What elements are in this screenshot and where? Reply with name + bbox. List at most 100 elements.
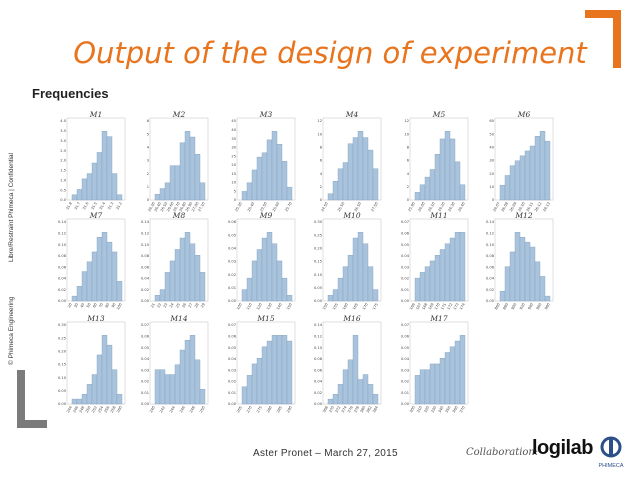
m3-bar <box>266 139 273 201</box>
m6-bar <box>544 140 551 201</box>
m17-x-tick: 370 <box>459 405 466 414</box>
m7-bar <box>76 286 83 302</box>
m8-x-tick: 22 <box>156 303 162 309</box>
m8-y-tick: 0.08 <box>141 254 150 258</box>
m5-y-tick: 6 <box>407 159 410 163</box>
m1-bar <box>106 136 113 201</box>
m2-x-tick: 26.70 <box>172 201 181 213</box>
m11-bar <box>449 237 456 302</box>
m11-y-tick: 0.00 <box>401 299 410 303</box>
m16-y-tick: 0.10 <box>314 346 323 350</box>
m10-bar <box>327 295 334 302</box>
m11-x-tick: 170 <box>434 302 441 311</box>
m4-y-tick: 6 <box>320 159 323 163</box>
m16-bar <box>332 393 339 405</box>
m5-x-tick: 26.20 <box>437 201 446 213</box>
m12-x-tick: 860 <box>494 302 501 311</box>
m1-x-tick: 31.6 <box>82 201 90 211</box>
m2-x-tick: 26.90 <box>185 201 194 213</box>
m12-bar <box>514 232 521 302</box>
m8-bar <box>169 260 176 302</box>
m15-bar <box>246 375 253 405</box>
m9-bar <box>246 277 253 302</box>
m10-x-tick: 155 <box>332 303 339 311</box>
m12-bar <box>534 261 541 302</box>
m11-x-tick: 169 <box>428 302 435 311</box>
m7-x-tick: 60 <box>92 302 98 309</box>
m5-y-tick: 10 <box>404 132 409 136</box>
m16-x-tick: 376 <box>347 405 354 414</box>
m1-x-tick: 31.2 <box>115 202 122 211</box>
m11-bar <box>419 272 426 302</box>
m7-y-tick: 0.10 <box>58 243 67 247</box>
m4-y-tick: 12 <box>317 119 322 123</box>
m9-bar <box>286 295 293 302</box>
m11-y-tick: 0.03 <box>401 265 409 269</box>
m2-x-tick: 26.40 <box>154 201 163 213</box>
m14-y-tick: 0.07 <box>141 323 149 327</box>
m3-y-tick: 20 <box>231 163 236 167</box>
m15-y-tick: 0.04 <box>228 357 237 361</box>
m16-label: M16 <box>342 314 360 323</box>
m9-x-tick: 100 <box>236 302 243 311</box>
m17-x-tick: 310 <box>416 405 423 414</box>
m9-x-tick: 130 <box>266 302 273 311</box>
m4-bar <box>357 131 364 201</box>
m12-bar <box>539 276 546 302</box>
m10-bar <box>347 255 354 302</box>
m10-x-tick: 165 <box>352 303 359 311</box>
m5-x-tick: 26.00 <box>417 201 426 213</box>
m12-x-tick: 940 <box>527 302 534 311</box>
m2-y-tick: 2 <box>147 172 149 176</box>
m16-y-tick: 0.14 <box>314 323 323 327</box>
m17-bar <box>419 369 426 405</box>
m11-x-tick: 172 <box>446 303 453 311</box>
m6-x-tick: 26.10 <box>517 201 526 213</box>
m1-bar <box>76 189 83 201</box>
m4-x-tick: 25.50 <box>337 201 346 213</box>
m11-x-tick: 171 <box>440 303 447 311</box>
m2-y-tick: 5 <box>147 132 149 136</box>
m5-y-tick: 8 <box>407 146 410 150</box>
m11-y-tick: 0.06 <box>401 231 410 235</box>
m11-bar <box>454 232 461 302</box>
m4-bar <box>362 137 369 201</box>
m4-x-tick: 27.50 <box>370 201 379 213</box>
m2-y-tick: 1 <box>147 185 149 189</box>
m6-bar <box>509 165 516 201</box>
m13-bar <box>86 384 93 405</box>
m15-bar <box>256 358 263 405</box>
m4-bar <box>347 143 354 201</box>
m16-y-tick: 0.08 <box>314 357 323 361</box>
m3-y-tick: 35 <box>231 137 236 141</box>
m3-y-tick: 0 <box>234 198 237 202</box>
m5-bar <box>429 169 436 201</box>
m15-bar <box>251 363 258 405</box>
m5-bar <box>414 192 421 201</box>
m4-bar <box>342 162 349 201</box>
m17-bar <box>459 335 466 405</box>
m7-bar <box>71 295 78 302</box>
m15-y-tick: 0.00 <box>228 402 237 406</box>
m1-bar <box>101 131 108 201</box>
m15-y-tick: 0.03 <box>228 368 236 372</box>
m1-y-tick: 3.0 <box>60 139 66 143</box>
m11-x-tick: 166 <box>409 302 416 311</box>
m15-bar <box>286 340 293 405</box>
m14-y-tick: 0.04 <box>141 357 150 361</box>
m4-y-tick: 10 <box>317 132 322 136</box>
m14-y-tick: 0.00 <box>141 402 150 406</box>
m9-bar <box>256 249 263 302</box>
m13-x-tick: 246 <box>72 405 79 414</box>
m8-x-tick: 26 <box>181 302 187 309</box>
m7-x-tick: 70 <box>98 302 104 309</box>
m15-x-tick: 285 <box>276 406 283 414</box>
m12-bar <box>524 241 531 302</box>
m11-bar <box>439 249 446 302</box>
m3-y-tick: 40 <box>231 128 236 132</box>
m3-bar <box>251 169 258 201</box>
m3-y-tick: 5 <box>234 189 236 193</box>
m1-x-tick: 31.4 <box>99 201 107 211</box>
m17-bar <box>434 363 441 405</box>
m12-y-tick: 0.06 <box>486 265 495 269</box>
